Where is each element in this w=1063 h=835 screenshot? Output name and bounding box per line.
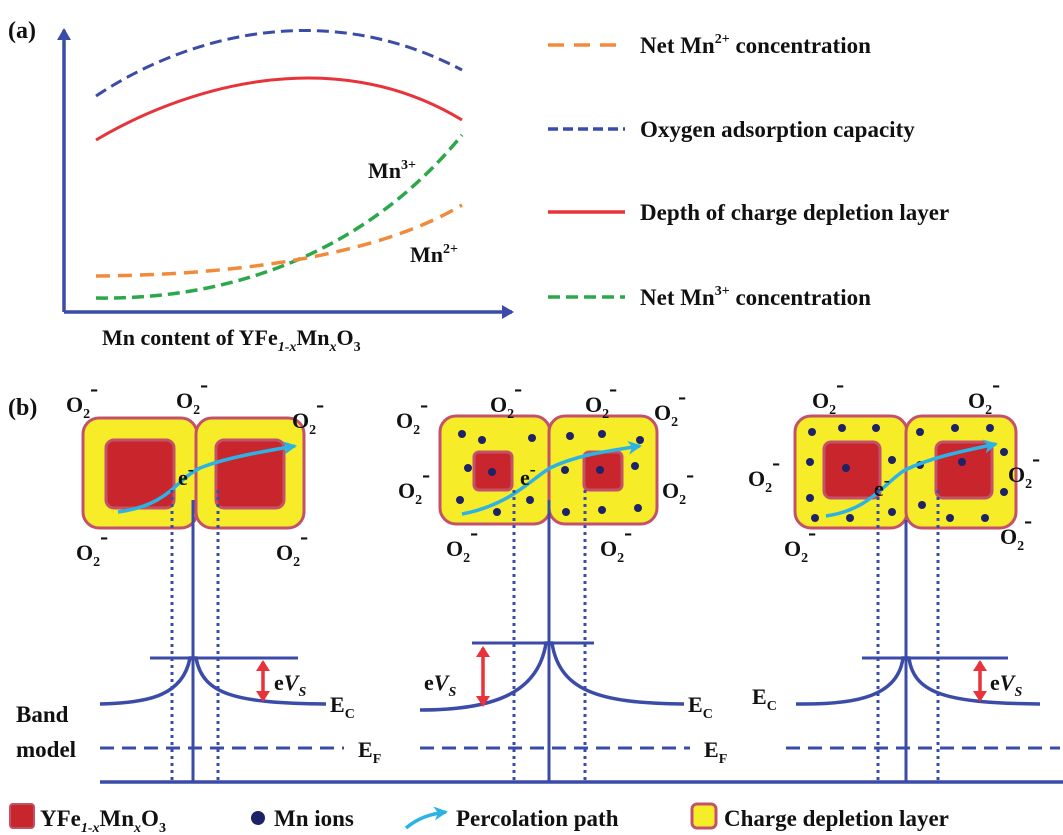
evs-label: eVS bbox=[424, 670, 456, 700]
bottom-legend: YFe1-xMnxO3 Mn ions Percolation path Cha… bbox=[9, 802, 949, 835]
mn2-curve-label: Mn2+ bbox=[410, 242, 458, 267]
legend-ion-dot bbox=[251, 811, 265, 825]
evs-label: eVS bbox=[990, 670, 1022, 700]
o2-label: O2- bbox=[968, 372, 1000, 418]
percolation-path-arrow bbox=[117, 441, 297, 514]
o2-label: O2- bbox=[812, 372, 844, 418]
mn3-curve-label: Mn3+ bbox=[368, 158, 416, 183]
depletion-depth-curve bbox=[95, 76, 463, 142]
mn-ions bbox=[456, 430, 644, 516]
legend-depletion-swatch bbox=[690, 802, 718, 830]
panel-b-label: (b) bbox=[8, 395, 37, 421]
panel-a-label: (a) bbox=[8, 18, 36, 44]
o2-label: O2- bbox=[66, 376, 98, 422]
o2-label: O2- bbox=[585, 376, 617, 422]
o2-label: O2- bbox=[1000, 508, 1032, 554]
evs-label: eVS bbox=[274, 670, 306, 700]
x-axis-label: Mn content of YFe1-xMnxO3 bbox=[102, 325, 361, 355]
oxygen-adsorption-curve bbox=[95, 29, 463, 98]
legend-core-label: YFe1-xMnxO3 bbox=[40, 806, 166, 835]
legend-label-depletion-depth: Depth of charge depletion layer bbox=[640, 200, 949, 225]
o2-label: O2- bbox=[662, 462, 694, 508]
ec-label: EC bbox=[688, 692, 713, 722]
conduction-band-curve bbox=[795, 656, 1041, 706]
o2-label: O2- bbox=[784, 520, 816, 566]
legend-core-swatch bbox=[9, 803, 35, 829]
legend-ion-label: Mn ions bbox=[274, 806, 354, 831]
legend-label-net-mn3: Net Mn3+ concentration bbox=[640, 284, 871, 310]
o2-label: O2- bbox=[76, 524, 108, 570]
o2-label: O2- bbox=[490, 376, 522, 422]
o2-label: O2- bbox=[292, 392, 324, 438]
ec-label: EC bbox=[330, 692, 355, 722]
legend-path-arrow bbox=[404, 806, 448, 830]
ef-label: EF bbox=[358, 737, 381, 767]
electron-label: e- bbox=[874, 470, 890, 501]
panel-a-legend: Net Mn2+ concentration Oxygen adsorption… bbox=[548, 32, 949, 310]
percolation-path-arrow bbox=[461, 440, 642, 516]
o2-label: O2- bbox=[1008, 446, 1040, 492]
o2-label: O2- bbox=[654, 384, 686, 430]
net-mn3-curve bbox=[95, 133, 464, 300]
ec-label: EC bbox=[752, 684, 777, 714]
o2-label: O2- bbox=[398, 462, 430, 508]
o2-label: O2- bbox=[600, 520, 632, 566]
legend-path-label: Percolation path bbox=[456, 806, 619, 831]
band-model-label-line2: model bbox=[16, 737, 76, 762]
grain-pair-1: e- O2- O2- O2- O2- O2- eVS EC EF bbox=[66, 372, 381, 782]
ef-label: EF bbox=[704, 737, 727, 767]
electron-label: e- bbox=[520, 459, 536, 490]
grain-pair-3: e- O2- O2- O2- O2- O2- O2- eVS EC bbox=[748, 372, 1060, 782]
legend-depletion-label: Charge depletion layer bbox=[724, 806, 949, 831]
electron-label: e- bbox=[178, 459, 194, 490]
net-mn2-curve bbox=[95, 203, 463, 278]
grain-core bbox=[822, 440, 882, 500]
percolation-path-arrow bbox=[825, 439, 998, 518]
panel-a: (a) Mn3+ Mn2+ Mn content of YFe1-xMnxO3 … bbox=[8, 18, 949, 355]
legend-label-oxygen-adsorption: Oxygen adsorption capacity bbox=[640, 117, 915, 142]
o2-label: O2- bbox=[176, 372, 208, 418]
grain-pair-2: e- O2- O2- O2- O2- O2- O2- O2- O2- eVS E… bbox=[396, 376, 727, 782]
conduction-band-curve bbox=[419, 641, 685, 712]
band-model-label-line1: Band bbox=[16, 702, 69, 727]
legend-label-net-mn2: Net Mn2+ concentration bbox=[640, 32, 871, 58]
o2-label: O2- bbox=[446, 520, 478, 566]
o2-label: O2- bbox=[748, 450, 780, 496]
o2-label: O2- bbox=[276, 524, 308, 570]
panel-b: (b) e- O2- O2- O2- O2- O2- eVS EC bbox=[8, 372, 1063, 784]
o2-label: O2- bbox=[396, 392, 428, 438]
